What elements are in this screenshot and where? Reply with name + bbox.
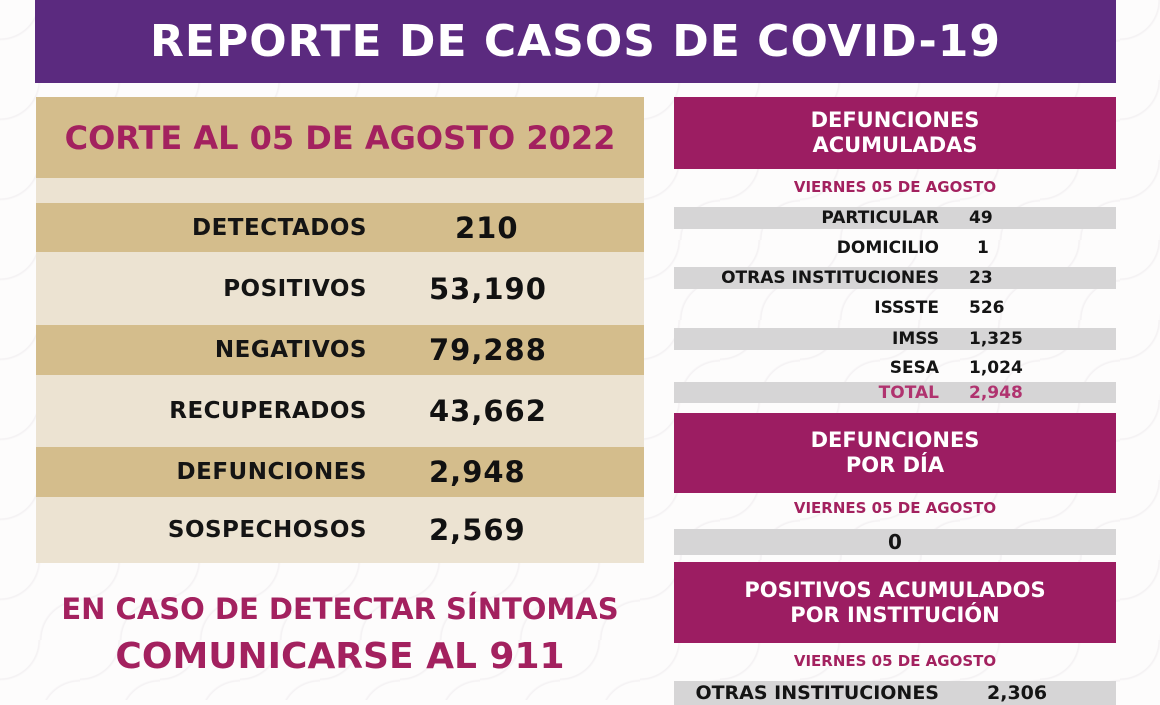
deaths-daily-row: 0 xyxy=(674,529,1116,555)
row-label: OTRAS INSTITUCIONES xyxy=(695,682,939,704)
positives-row-otras: OTRAS INSTITUCIONES 2,306 xyxy=(674,681,1116,705)
row-value: 526 xyxy=(969,298,1005,318)
stat-value: 79,288 xyxy=(429,333,547,367)
deaths-row-total: TOTAL 2,948 xyxy=(674,382,1116,403)
total-label: TOTAL xyxy=(878,382,939,403)
stat-row-defunciones: DEFUNCIONES 2,948 xyxy=(36,447,644,497)
deaths-row-otras: OTRAS INSTITUCIONES 23 xyxy=(674,267,1116,289)
stat-label: DETECTADOS xyxy=(192,214,367,241)
spacer-stripe xyxy=(36,178,644,203)
stat-row-positivos: POSITIVOS 53,190 xyxy=(36,252,644,325)
total-value: 2,948 xyxy=(969,382,1023,403)
deaths-row-domicilio: DOMICILIO 1 xyxy=(674,237,1116,259)
stat-row-recuperados: RECUPERADOS 43,662 xyxy=(36,375,644,447)
deaths-daily-header: DEFUNCIONES POR DÍA xyxy=(674,413,1116,493)
header-line: DEFUNCIONES xyxy=(810,108,980,132)
stat-value: 2,569 xyxy=(429,513,526,547)
stat-value: 2,948 xyxy=(429,455,526,489)
cta-call-911-text: COMUNICARSE AL 911 xyxy=(115,636,565,677)
stat-label: NEGATIVOS xyxy=(214,337,367,363)
positives-date: VIERNES 05 DE AGOSTO xyxy=(793,652,997,670)
stat-label: POSITIVOS xyxy=(223,275,367,302)
cutoff-header: CORTE AL 05 DE AGOSTO 2022 xyxy=(36,97,644,178)
deaths-daily-date: VIERNES 05 DE AGOSTO xyxy=(793,499,997,517)
deaths-row-sesa: SESA 1,024 xyxy=(674,357,1116,379)
stat-label: SOSPECHOSOS xyxy=(167,517,367,543)
row-value: 1 xyxy=(977,238,989,258)
row-label: ISSSTE xyxy=(874,298,939,318)
deaths-row-imss: IMSS 1,325 xyxy=(674,328,1116,350)
deaths-row-issste: ISSSTE 526 xyxy=(674,297,1116,319)
row-label: DOMICILIO xyxy=(836,238,939,258)
stat-label: DEFUNCIONES xyxy=(176,459,367,485)
row-label: SESA xyxy=(889,358,939,378)
positives-by-institution-header: POSITIVOS ACUMULADOS POR INSTITUCIÓN xyxy=(674,562,1116,643)
row-value: 1,024 xyxy=(969,358,1023,378)
row-label: OTRAS INSTITUCIONES xyxy=(721,268,939,288)
deaths-cumulative-header: DEFUNCIONES ACUMULADAS xyxy=(674,97,1116,169)
deaths-cumulative-date: VIERNES 05 DE AGOSTO xyxy=(793,178,997,196)
stat-value: 210 xyxy=(455,210,519,245)
row-label: PARTICULAR xyxy=(821,208,939,228)
cutoff-date: CORTE AL 05 DE AGOSTO 2022 xyxy=(64,118,616,157)
row-value: 1,325 xyxy=(969,329,1023,349)
stat-row-negativos: NEGATIVOS 79,288 xyxy=(36,325,644,375)
row-value: 49 xyxy=(969,208,993,228)
cta-symptoms-text: EN CASO DE DETECTAR SÍNTOMAS xyxy=(61,592,619,626)
stat-value: 53,190 xyxy=(429,271,547,306)
stat-row-sospechosos: SOSPECHOSOS 2,569 xyxy=(36,497,644,563)
summary-table: CORTE AL 05 DE AGOSTO 2022 DETECTADOS 21… xyxy=(36,97,644,563)
stat-value: 43,662 xyxy=(429,394,547,428)
header-line: ACUMULADAS xyxy=(812,133,978,157)
title-banner: REPORTE DE CASOS DE COVID-19 xyxy=(35,0,1116,83)
row-value: 2,306 xyxy=(987,682,1048,704)
row-value: 23 xyxy=(969,268,993,288)
deaths-daily-value: 0 xyxy=(888,530,902,554)
page-title: REPORTE DE CASOS DE COVID-19 xyxy=(150,16,1001,67)
row-label: IMSS xyxy=(892,329,939,349)
header-line: DEFUNCIONES xyxy=(810,428,980,452)
deaths-row-particular: PARTICULAR 49 xyxy=(674,207,1116,229)
header-line: POR INSTITUCIÓN xyxy=(790,602,1000,627)
header-line: POR DÍA xyxy=(845,453,945,477)
header-line: POSITIVOS ACUMULADOS xyxy=(744,577,1046,602)
stat-row-detectados: DETECTADOS 210 xyxy=(36,203,644,252)
stat-label: RECUPERADOS xyxy=(169,398,367,424)
